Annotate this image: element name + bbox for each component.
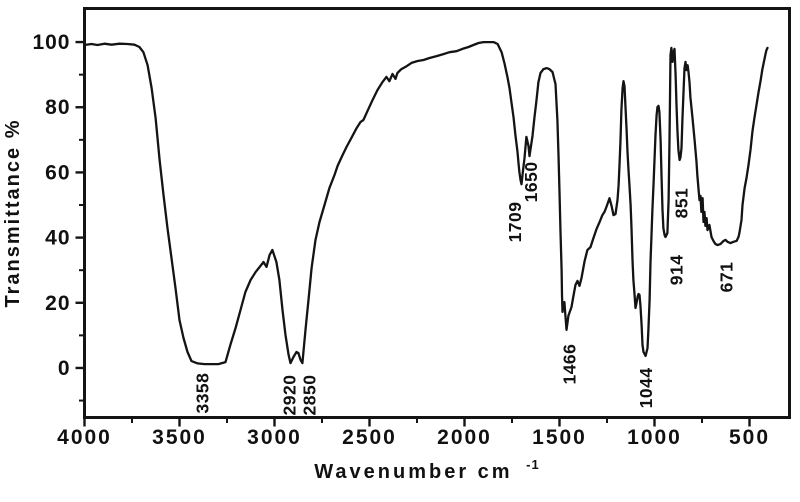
y-tick-label: 60	[45, 161, 70, 184]
peak-label-1044: 1044	[636, 367, 656, 408]
x-tick-label: 3000	[247, 426, 302, 449]
y-tick-label: 80	[45, 96, 70, 119]
peak-label-1709: 1709	[505, 201, 525, 242]
x-tick-label: 500	[729, 426, 770, 449]
x-axis-title: Wavenumber cm -1	[314, 457, 539, 483]
x-tick-label: 3500	[152, 426, 207, 449]
peak-label-914: 914	[667, 255, 687, 286]
x-tick-label: 2500	[342, 426, 397, 449]
x-tick-label: 1000	[627, 426, 682, 449]
axis-tick-labels: 4000 3500 3000 2500 2000 1500 1000 500 0 20 40 60 80…	[32, 31, 770, 449]
peak-label-1650: 1650	[521, 161, 541, 202]
spectrum-curve	[83, 40, 769, 366]
x-tick-label: 2000	[437, 426, 492, 449]
plot-border	[83, 7, 791, 419]
peak-label-2850: 2850	[300, 375, 320, 416]
y-tick-label: 20	[45, 292, 70, 315]
peak-label-671: 671	[717, 262, 737, 293]
x-tick-label: 4000	[57, 426, 112, 449]
spectrum-line	[83, 40, 769, 366]
y-tick-label: 100	[32, 31, 70, 54]
y-tick-label: 40	[45, 227, 70, 250]
peak-label-851: 851	[671, 188, 691, 219]
peak-label-1466: 1466	[560, 344, 580, 385]
x-tick-label: 1500	[532, 426, 587, 449]
x-axis-title-superscript: -1	[526, 457, 540, 472]
peak-label-3358: 3358	[192, 373, 212, 414]
y-axis-title: Transmittance %	[2, 119, 24, 308]
peak-label-2920: 2920	[280, 375, 300, 416]
x-axis-title-text: Wavenumber cm	[314, 461, 512, 483]
y-tick-label: 0	[58, 357, 71, 380]
